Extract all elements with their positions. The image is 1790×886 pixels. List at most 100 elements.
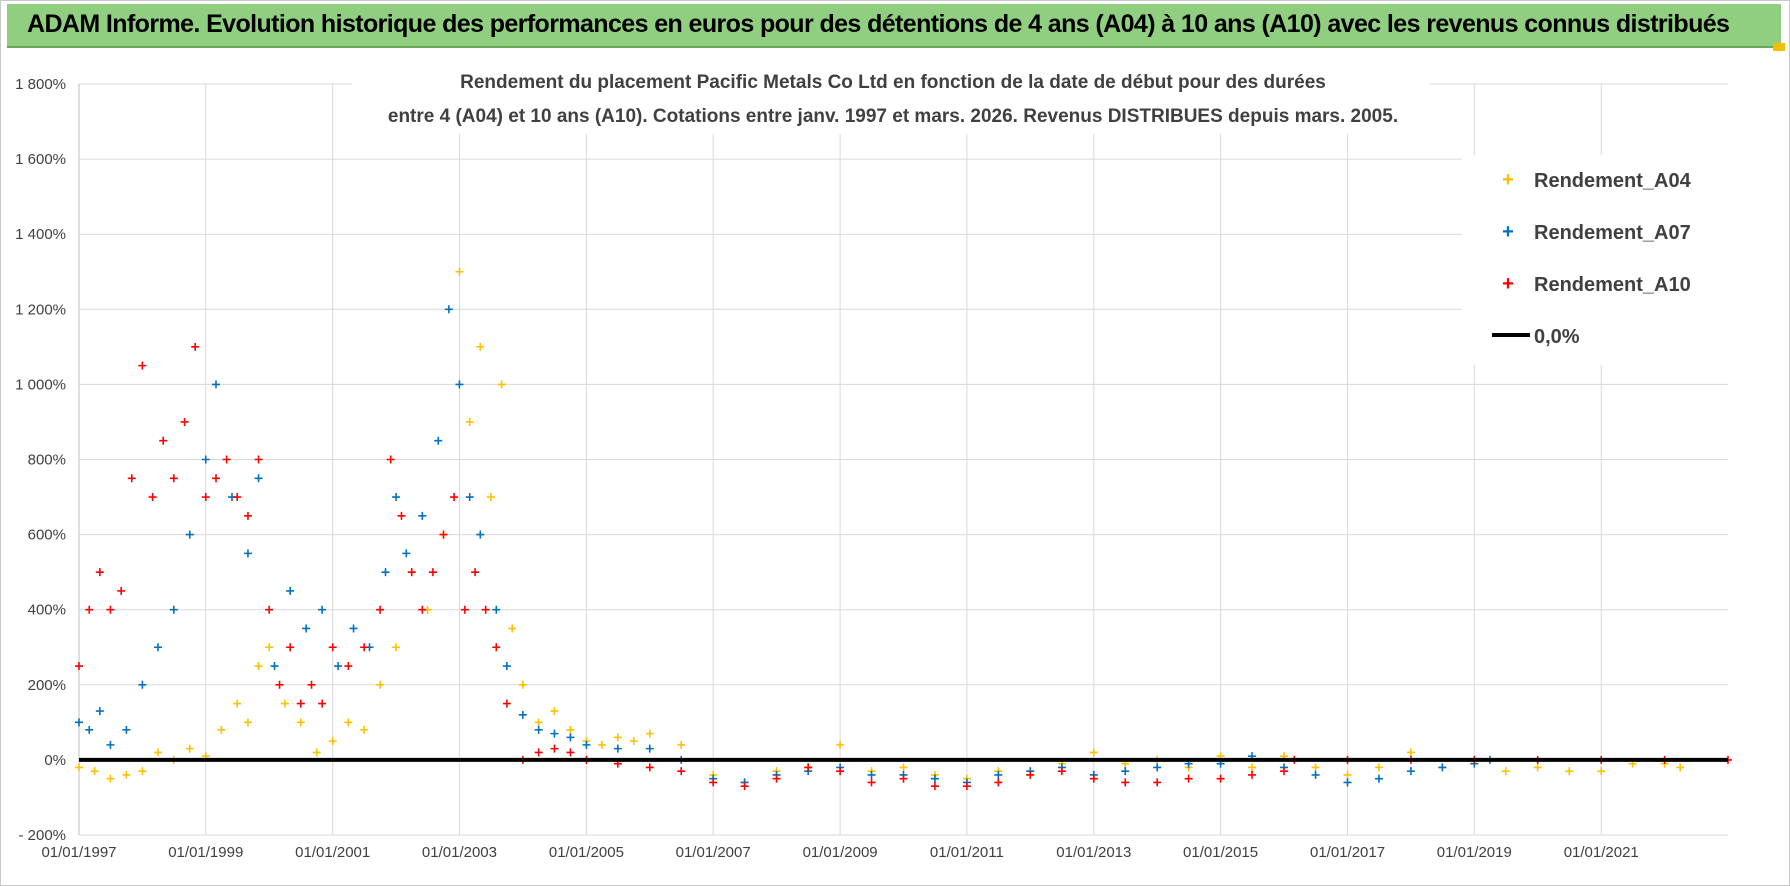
data-point: [1311, 763, 1320, 772]
data-point: [508, 624, 517, 633]
data-point: [994, 770, 1003, 779]
data-point: [1279, 767, 1288, 776]
data-point: [201, 455, 210, 464]
data-point: [550, 744, 559, 753]
data-point: [296, 699, 305, 708]
chart-title-line-1: Rendement du placement Pacific Metals Co…: [460, 72, 1326, 93]
legend: + Rendement_A04 + Rendement_A07 + Rendem…: [1462, 155, 1732, 365]
x-tick-label: 01/01/2013: [1056, 844, 1131, 861]
data-point: [930, 782, 939, 791]
data-point: [1311, 770, 1320, 779]
data-point: [709, 778, 718, 787]
data-point: [386, 455, 395, 464]
data-point: [243, 549, 252, 558]
x-tick-label: 01/01/2017: [1310, 844, 1385, 861]
data-point: [127, 474, 136, 483]
data-point: [465, 417, 474, 426]
x-tick-label: 01/01/2001: [295, 844, 370, 861]
data-point: [1153, 778, 1162, 787]
x-tick-label: 01/01/2011: [930, 844, 1004, 861]
data-point: [222, 455, 231, 464]
data-point: [502, 662, 511, 671]
data-point: [212, 474, 221, 483]
data-point: [476, 342, 485, 351]
data-point: [804, 763, 813, 772]
data-point: [566, 725, 575, 734]
data-point: [1438, 763, 1447, 772]
data-point: [117, 586, 126, 595]
data-point: [169, 605, 178, 614]
data-point: [629, 737, 638, 746]
data-point: [740, 782, 749, 791]
y-tick-label: 0%: [44, 752, 66, 769]
data-point: [302, 624, 311, 633]
data-point: [106, 740, 115, 749]
x-tick-label: 01/01/2007: [676, 844, 751, 861]
data-point: [233, 493, 242, 502]
data-point: [318, 699, 327, 708]
data-point: [645, 763, 654, 772]
x-tick-label: 01/01/1999: [168, 844, 243, 861]
report-title: ADAM Informe. Evolution historique des p…: [27, 10, 1730, 38]
data-point: [836, 740, 845, 749]
data-point: [930, 774, 939, 783]
legend-item-a07: + Rendement_A07: [1502, 221, 1691, 244]
data-point: [180, 417, 189, 426]
data-point: [566, 748, 575, 757]
data-point: [645, 729, 654, 738]
data-point: [154, 643, 163, 652]
data-point: [265, 605, 274, 614]
data-point: [185, 530, 194, 539]
data-point: [518, 710, 527, 719]
data-point: [318, 605, 327, 614]
y-tick-label: 1 200%: [15, 301, 66, 318]
legend-label-a10: Rendement_A10: [1534, 274, 1691, 296]
y-tick-label: - 200%: [18, 827, 66, 844]
data-point: [502, 699, 511, 708]
data-point: [460, 605, 469, 614]
legend-label-a04: Rendement_A04: [1534, 170, 1692, 192]
data-point: [334, 662, 343, 671]
data-point: [85, 725, 94, 734]
data-point: [677, 767, 686, 776]
data-point: [397, 511, 406, 520]
data-point: [138, 680, 147, 689]
chart-title-line-2: entre 4 (A04) et 10 ans (A10). Cotations…: [388, 106, 1398, 127]
legend-marker-a04: +: [1502, 169, 1514, 191]
data-point: [434, 436, 443, 445]
legend-item-a10: + Rendement_A10: [1502, 273, 1691, 296]
data-point: [994, 778, 1003, 787]
legend-background: [1462, 155, 1732, 365]
x-tick-label: 01/01/2021: [1564, 844, 1639, 861]
data-point: [598, 740, 607, 749]
data-point: [497, 380, 506, 389]
data-point: [191, 342, 200, 351]
x-axis-ticks: 01/01/1997 01/01/1999 01/01/2001 01/01/2003…: [41, 844, 1638, 861]
data-point: [1374, 763, 1383, 772]
data-point: [201, 493, 210, 502]
data-point: [376, 680, 385, 689]
data-point: [1374, 774, 1383, 783]
data-point: [465, 493, 474, 502]
data-point: [254, 474, 263, 483]
data-point: [1597, 767, 1606, 776]
data-point: [254, 455, 263, 464]
data-point: [381, 568, 390, 577]
data-point: [280, 699, 289, 708]
x-tick-label: 01/01/2009: [803, 844, 878, 861]
data-point: [1248, 763, 1257, 772]
data-point: [1501, 767, 1510, 776]
data-point: [418, 511, 427, 520]
data-point: [418, 605, 427, 614]
data-point: [307, 680, 316, 689]
data-point: [645, 744, 654, 753]
data-point: [392, 493, 401, 502]
data-point: [899, 774, 908, 783]
data-point: [212, 380, 221, 389]
y-tick-label: 600%: [28, 527, 66, 544]
data-point: [1343, 778, 1352, 787]
data-point: [450, 493, 459, 502]
data-point: [106, 774, 115, 783]
data-point: [1121, 778, 1130, 787]
